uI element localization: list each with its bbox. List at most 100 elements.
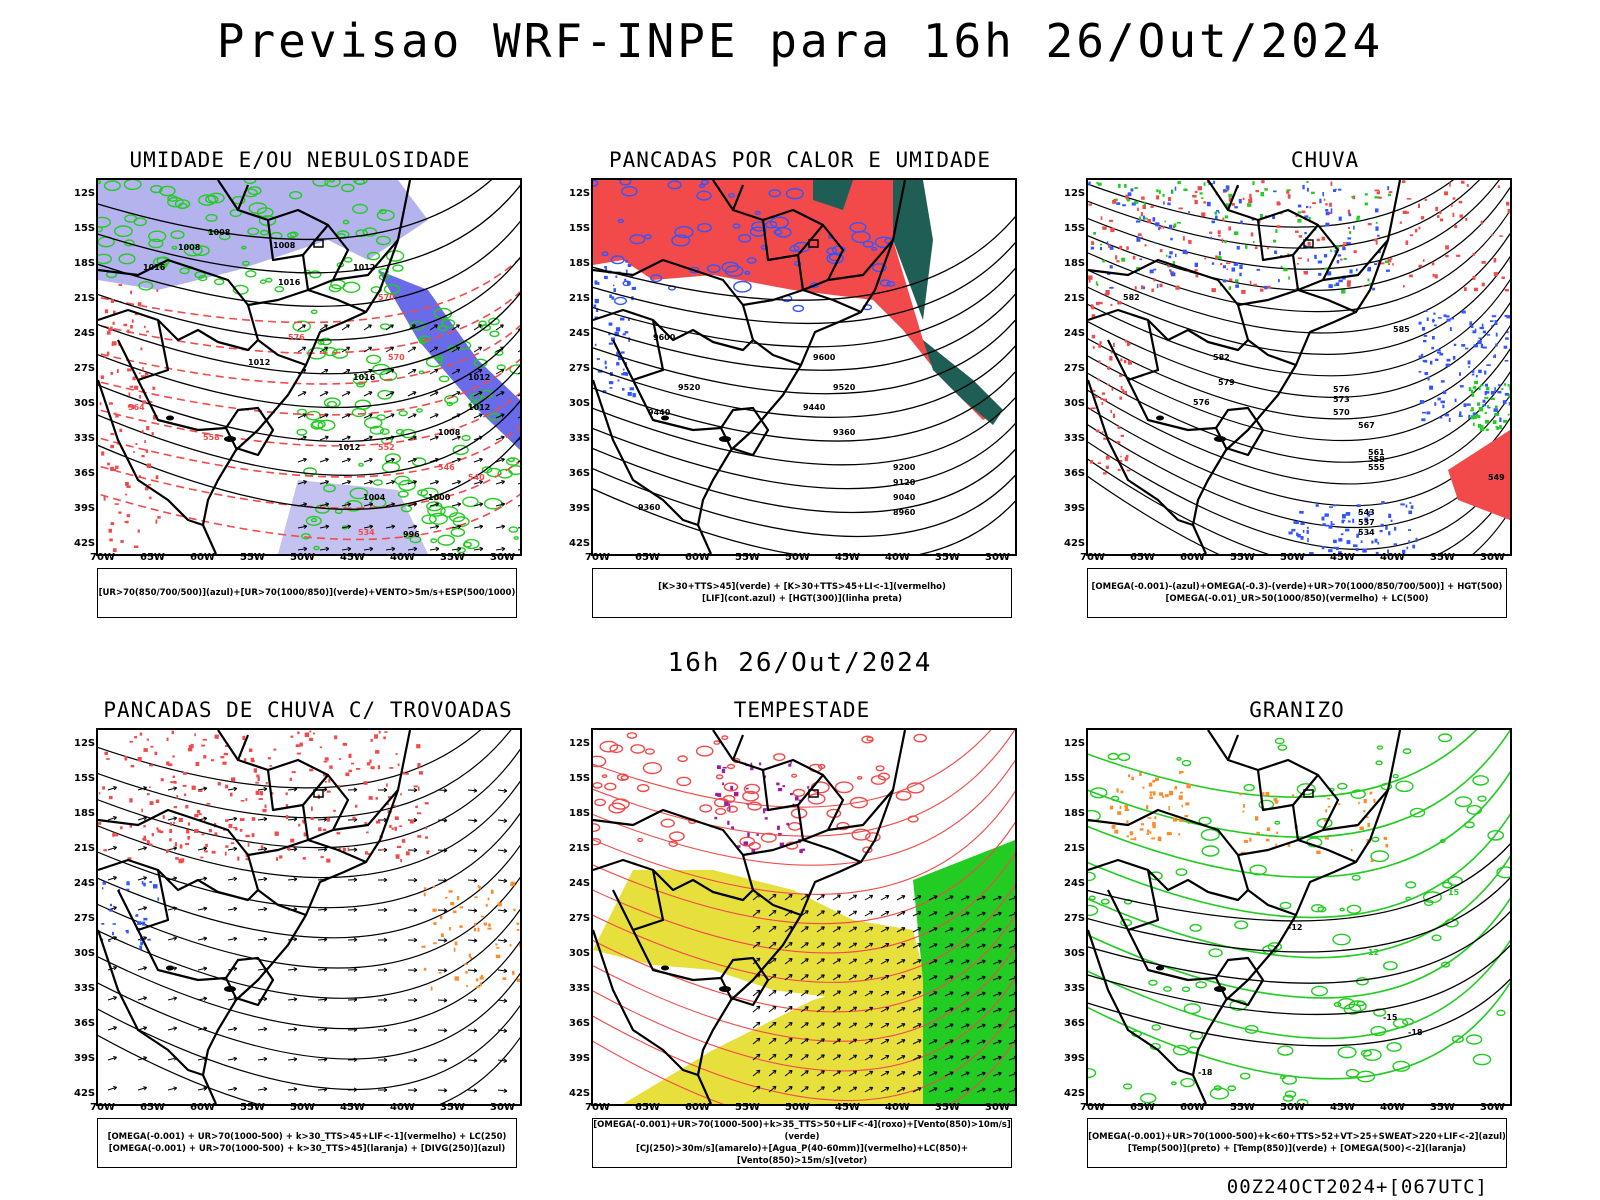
storm-pixel (496, 947, 500, 949)
rain-pixel (1297, 218, 1302, 223)
storm-pixel (788, 763, 792, 767)
streamline-arrow (227, 1026, 238, 1032)
streamline (98, 1004, 520, 1091)
lat-label: 18S (569, 258, 591, 269)
storm-pixel (205, 843, 208, 847)
rain-pixel (1124, 184, 1127, 188)
rain-pixel (1491, 325, 1493, 327)
storm-pixel (178, 858, 183, 864)
water-contour (743, 783, 761, 795)
contour-label: 567 (1358, 421, 1375, 430)
temp850-contour (1100, 898, 1110, 905)
rain-pixel (1171, 189, 1174, 194)
rain-pixel (1225, 188, 1228, 191)
rain-pixel (1100, 247, 1102, 251)
rain-pixel (1323, 198, 1326, 201)
wind-vector (816, 942, 825, 949)
rain-pixel (1372, 287, 1375, 291)
moisture-contour (148, 230, 167, 243)
wind-vector (880, 1006, 890, 1013)
omega-pixel (1148, 782, 1153, 787)
rain-pixel (1445, 245, 1449, 250)
wind-vector (451, 368, 461, 375)
lif-contour (697, 223, 712, 233)
contour-label: 1004 (363, 493, 386, 502)
rain-pixel (1306, 526, 1309, 529)
lif-pixel (627, 264, 632, 267)
contour-label: 1016 (353, 373, 376, 382)
storm-pixel (143, 825, 146, 828)
lif-contour (774, 227, 792, 238)
moisture-contour (462, 496, 479, 508)
rain-pixel (1123, 359, 1127, 364)
moisture-contour (292, 320, 311, 333)
omega-pixel (1166, 831, 1171, 836)
rain-pixel (1486, 334, 1491, 336)
rain-pixel (1127, 341, 1130, 347)
temp850-contour (1088, 730, 1478, 798)
wind-vector (960, 895, 970, 901)
streamline-arrow (377, 1087, 388, 1093)
storm-pixel (454, 941, 458, 946)
wind-vector (768, 973, 777, 981)
rain-pixel (1106, 383, 1110, 386)
storm-pixel (730, 785, 734, 791)
rain-pixel (1480, 343, 1484, 348)
wind-vector (1008, 1007, 1015, 1013)
rain-pixel (1465, 218, 1468, 221)
height-contour (593, 371, 1015, 442)
wind-vector (864, 1086, 874, 1093)
temp850-contour (1442, 881, 1453, 889)
storm-pixel (727, 820, 730, 825)
moisture-pixel (157, 516, 161, 519)
omega-pixel (1128, 774, 1131, 778)
lat-label: 42S (74, 538, 96, 549)
moisture-pixel (116, 369, 119, 373)
contour-label: 9520 (678, 383, 701, 392)
storm-pixel (264, 804, 267, 808)
storm-pixel (375, 820, 381, 824)
moisture-pixel (146, 426, 150, 431)
wind-vector (429, 391, 439, 397)
wind-vector (928, 1087, 938, 1093)
height-contour (1088, 255, 1510, 355)
lon-label: 60W (685, 552, 710, 563)
rain-pixel (1418, 370, 1422, 373)
rain-pixel (1484, 411, 1487, 414)
streamline (593, 977, 1015, 1072)
wind-vector (832, 974, 841, 981)
wind-vector (928, 927, 938, 933)
rain-pixel (1100, 216, 1103, 220)
moisture-contour (440, 506, 459, 518)
rain-pixel (1297, 257, 1302, 260)
rain-pixel (1472, 275, 1476, 280)
storm-pixel (717, 765, 721, 769)
rain-pixel (1239, 264, 1243, 269)
water-contour (644, 748, 655, 755)
temp850-contour (1310, 985, 1328, 997)
wind-vector (407, 391, 417, 397)
wind-vector (912, 911, 922, 917)
wind-vector (319, 324, 328, 331)
storm-pixel (516, 928, 520, 931)
moisture-pixel (104, 356, 106, 358)
rain-pixel (1158, 227, 1160, 231)
rain-pixel (1422, 259, 1425, 262)
storm-pixel (256, 774, 260, 778)
rain-pixel (1176, 221, 1182, 224)
lif-contour (768, 189, 782, 198)
streamline-arrow (347, 997, 358, 1002)
temp850-contour (1267, 942, 1283, 952)
storm-pixel (453, 910, 457, 914)
water-contour (747, 801, 762, 811)
rain-pixel (1491, 234, 1494, 236)
moisture-contour (508, 526, 519, 533)
rain-pixel (1406, 546, 1409, 550)
wind-vector (896, 1023, 906, 1029)
height-contour (593, 215, 1015, 301)
wind-vector (880, 894, 890, 901)
wind-vector (473, 502, 484, 507)
storm-pixel (476, 985, 480, 989)
lif-pixel (604, 266, 607, 269)
rain-pixel (1141, 236, 1144, 239)
